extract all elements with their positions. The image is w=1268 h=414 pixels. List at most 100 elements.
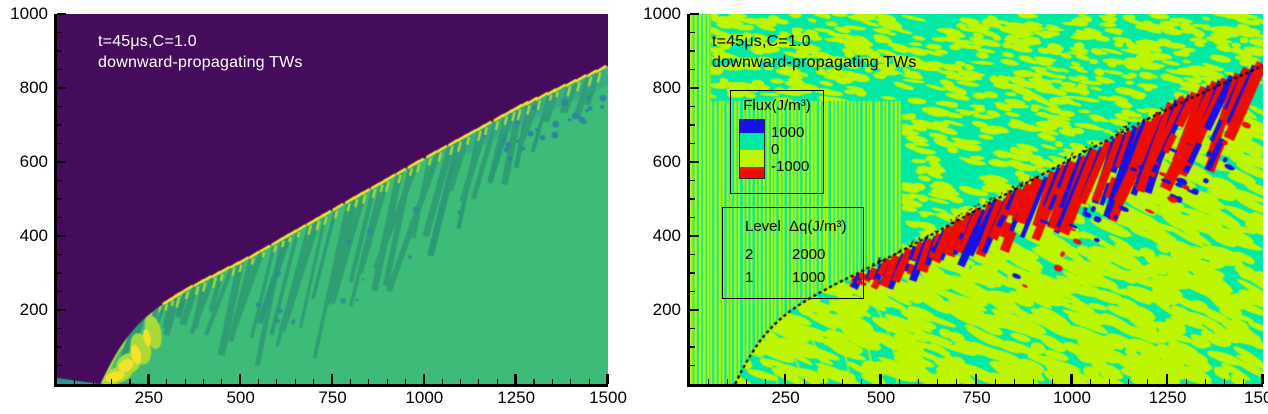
y-minor-tick xyxy=(689,198,695,200)
y-tick-label: 600 xyxy=(19,152,48,171)
x-minor-tick xyxy=(166,379,168,384)
y-tick-label: 600 xyxy=(652,152,681,171)
y-major-tick xyxy=(689,234,699,238)
x-minor-tick xyxy=(956,379,958,384)
dq-value: 2000 xyxy=(792,246,826,263)
right-annotation-line1: t=45μs,C=1.0 xyxy=(712,33,811,50)
y-tick-label: 1000 xyxy=(643,4,681,23)
flux-colorbar-label: 1000 xyxy=(771,124,805,141)
y-minor-tick xyxy=(689,142,695,145)
right-plot-annotation: t=45μs,C=1.0 downward-propagating TWs xyxy=(712,31,917,73)
x-minor-tick xyxy=(496,379,498,384)
x-major-tick xyxy=(238,374,242,384)
y-minor-tick xyxy=(56,142,62,145)
y-tick-label: 200 xyxy=(19,300,48,319)
y-minor-tick xyxy=(56,253,62,256)
x-major-tick xyxy=(147,374,150,384)
x-minor-tick xyxy=(129,379,131,384)
y-tick-label: 200 xyxy=(652,300,681,319)
x-tick-label: 500 xyxy=(866,388,896,407)
x-minor-tick xyxy=(404,379,407,384)
x-minor-tick xyxy=(1223,379,1225,384)
x-minor-tick xyxy=(765,379,767,384)
flux-colorbar-label: -1000 xyxy=(771,158,810,175)
y-minor-tick xyxy=(689,327,695,330)
x-tick-label: 250 xyxy=(134,388,164,407)
x-minor-tick xyxy=(822,379,824,384)
x-minor-tick xyxy=(803,379,805,384)
x-minor-tick xyxy=(860,379,862,384)
x-minor-tick xyxy=(533,379,535,384)
y-major-tick xyxy=(56,308,66,312)
x-major-tick xyxy=(783,374,787,384)
y-minor-tick xyxy=(56,216,62,219)
flux-colorbar-segment xyxy=(740,133,764,150)
y-minor-tick xyxy=(689,31,695,34)
x-minor-tick xyxy=(551,379,553,384)
level-legend-col1-header: Level xyxy=(745,218,781,235)
x-minor-tick xyxy=(1090,379,1092,384)
y-minor-tick xyxy=(56,327,62,330)
level-value: 2 xyxy=(745,246,754,263)
x-minor-tick xyxy=(294,379,296,384)
right-plot-area xyxy=(686,12,1264,387)
y-minor-tick xyxy=(56,31,62,34)
x-major-tick xyxy=(330,374,334,384)
x-minor-tick xyxy=(708,379,710,384)
x-minor-tick xyxy=(1242,379,1244,384)
left-plot-annotation: t=45μs,C=1.0 downward-propagating TWs xyxy=(98,31,303,73)
x-minor-tick xyxy=(202,379,204,384)
y-minor-tick xyxy=(56,346,62,348)
flux-colorbar-segment xyxy=(740,150,764,167)
flux-colorbar-label: 0 xyxy=(771,141,780,158)
x-major-tick xyxy=(1070,374,1073,384)
y-minor-tick xyxy=(689,105,695,108)
left-plot-area xyxy=(53,12,609,387)
y-major-tick xyxy=(689,308,699,312)
x-minor-tick xyxy=(441,379,443,384)
x-major-tick xyxy=(422,374,426,384)
y-minor-tick xyxy=(56,124,62,126)
x-major-tick xyxy=(514,374,517,384)
y-major-tick xyxy=(56,234,66,238)
x-major-tick xyxy=(879,374,882,384)
left-annotation-line1: t=45μs,C=1.0 xyxy=(98,33,197,50)
flux-legend-title: Flux(J/m³) xyxy=(743,97,811,114)
y-minor-tick xyxy=(689,179,695,182)
x-minor-tick xyxy=(386,379,388,384)
x-tick-label: 500 xyxy=(226,388,255,407)
y-minor-tick xyxy=(56,272,62,274)
y-minor-tick xyxy=(689,68,695,71)
y-major-tick xyxy=(56,86,66,90)
y-minor-tick xyxy=(689,253,695,256)
x-minor-tick xyxy=(841,379,843,384)
x-major-tick xyxy=(974,374,978,384)
x-minor-tick xyxy=(1013,379,1015,384)
x-minor-tick xyxy=(937,379,939,384)
y-minor-tick xyxy=(56,68,62,71)
right-plot-canvas xyxy=(689,14,1263,384)
y-minor-tick xyxy=(689,216,695,219)
left-annotation-line2: downward-propagating TWs xyxy=(98,54,303,71)
y-minor-tick xyxy=(56,290,62,293)
x-minor-tick xyxy=(899,379,901,384)
y-minor-tick xyxy=(56,105,62,108)
y-minor-tick xyxy=(689,290,695,293)
left-plot-canvas xyxy=(56,14,608,384)
x-minor-tick xyxy=(1032,379,1034,384)
x-minor-tick xyxy=(1204,379,1206,384)
x-minor-tick xyxy=(460,379,462,384)
level-legend-col2-header: Δq(J/m³) xyxy=(789,218,847,235)
y-minor-tick xyxy=(56,50,62,52)
level-legend: Level Δq(J/m³) 2 2000 1 1000 xyxy=(722,207,864,299)
x-minor-tick xyxy=(349,379,351,384)
x-tick-label: 250 xyxy=(771,388,800,407)
y-major-tick xyxy=(689,160,699,164)
x-minor-tick xyxy=(368,379,370,384)
x-tick-label: 750 xyxy=(962,388,991,407)
x-minor-tick xyxy=(74,379,76,384)
x-minor-tick xyxy=(313,379,315,384)
x-minor-tick xyxy=(746,379,748,384)
y-tick-label: 400 xyxy=(19,226,48,245)
